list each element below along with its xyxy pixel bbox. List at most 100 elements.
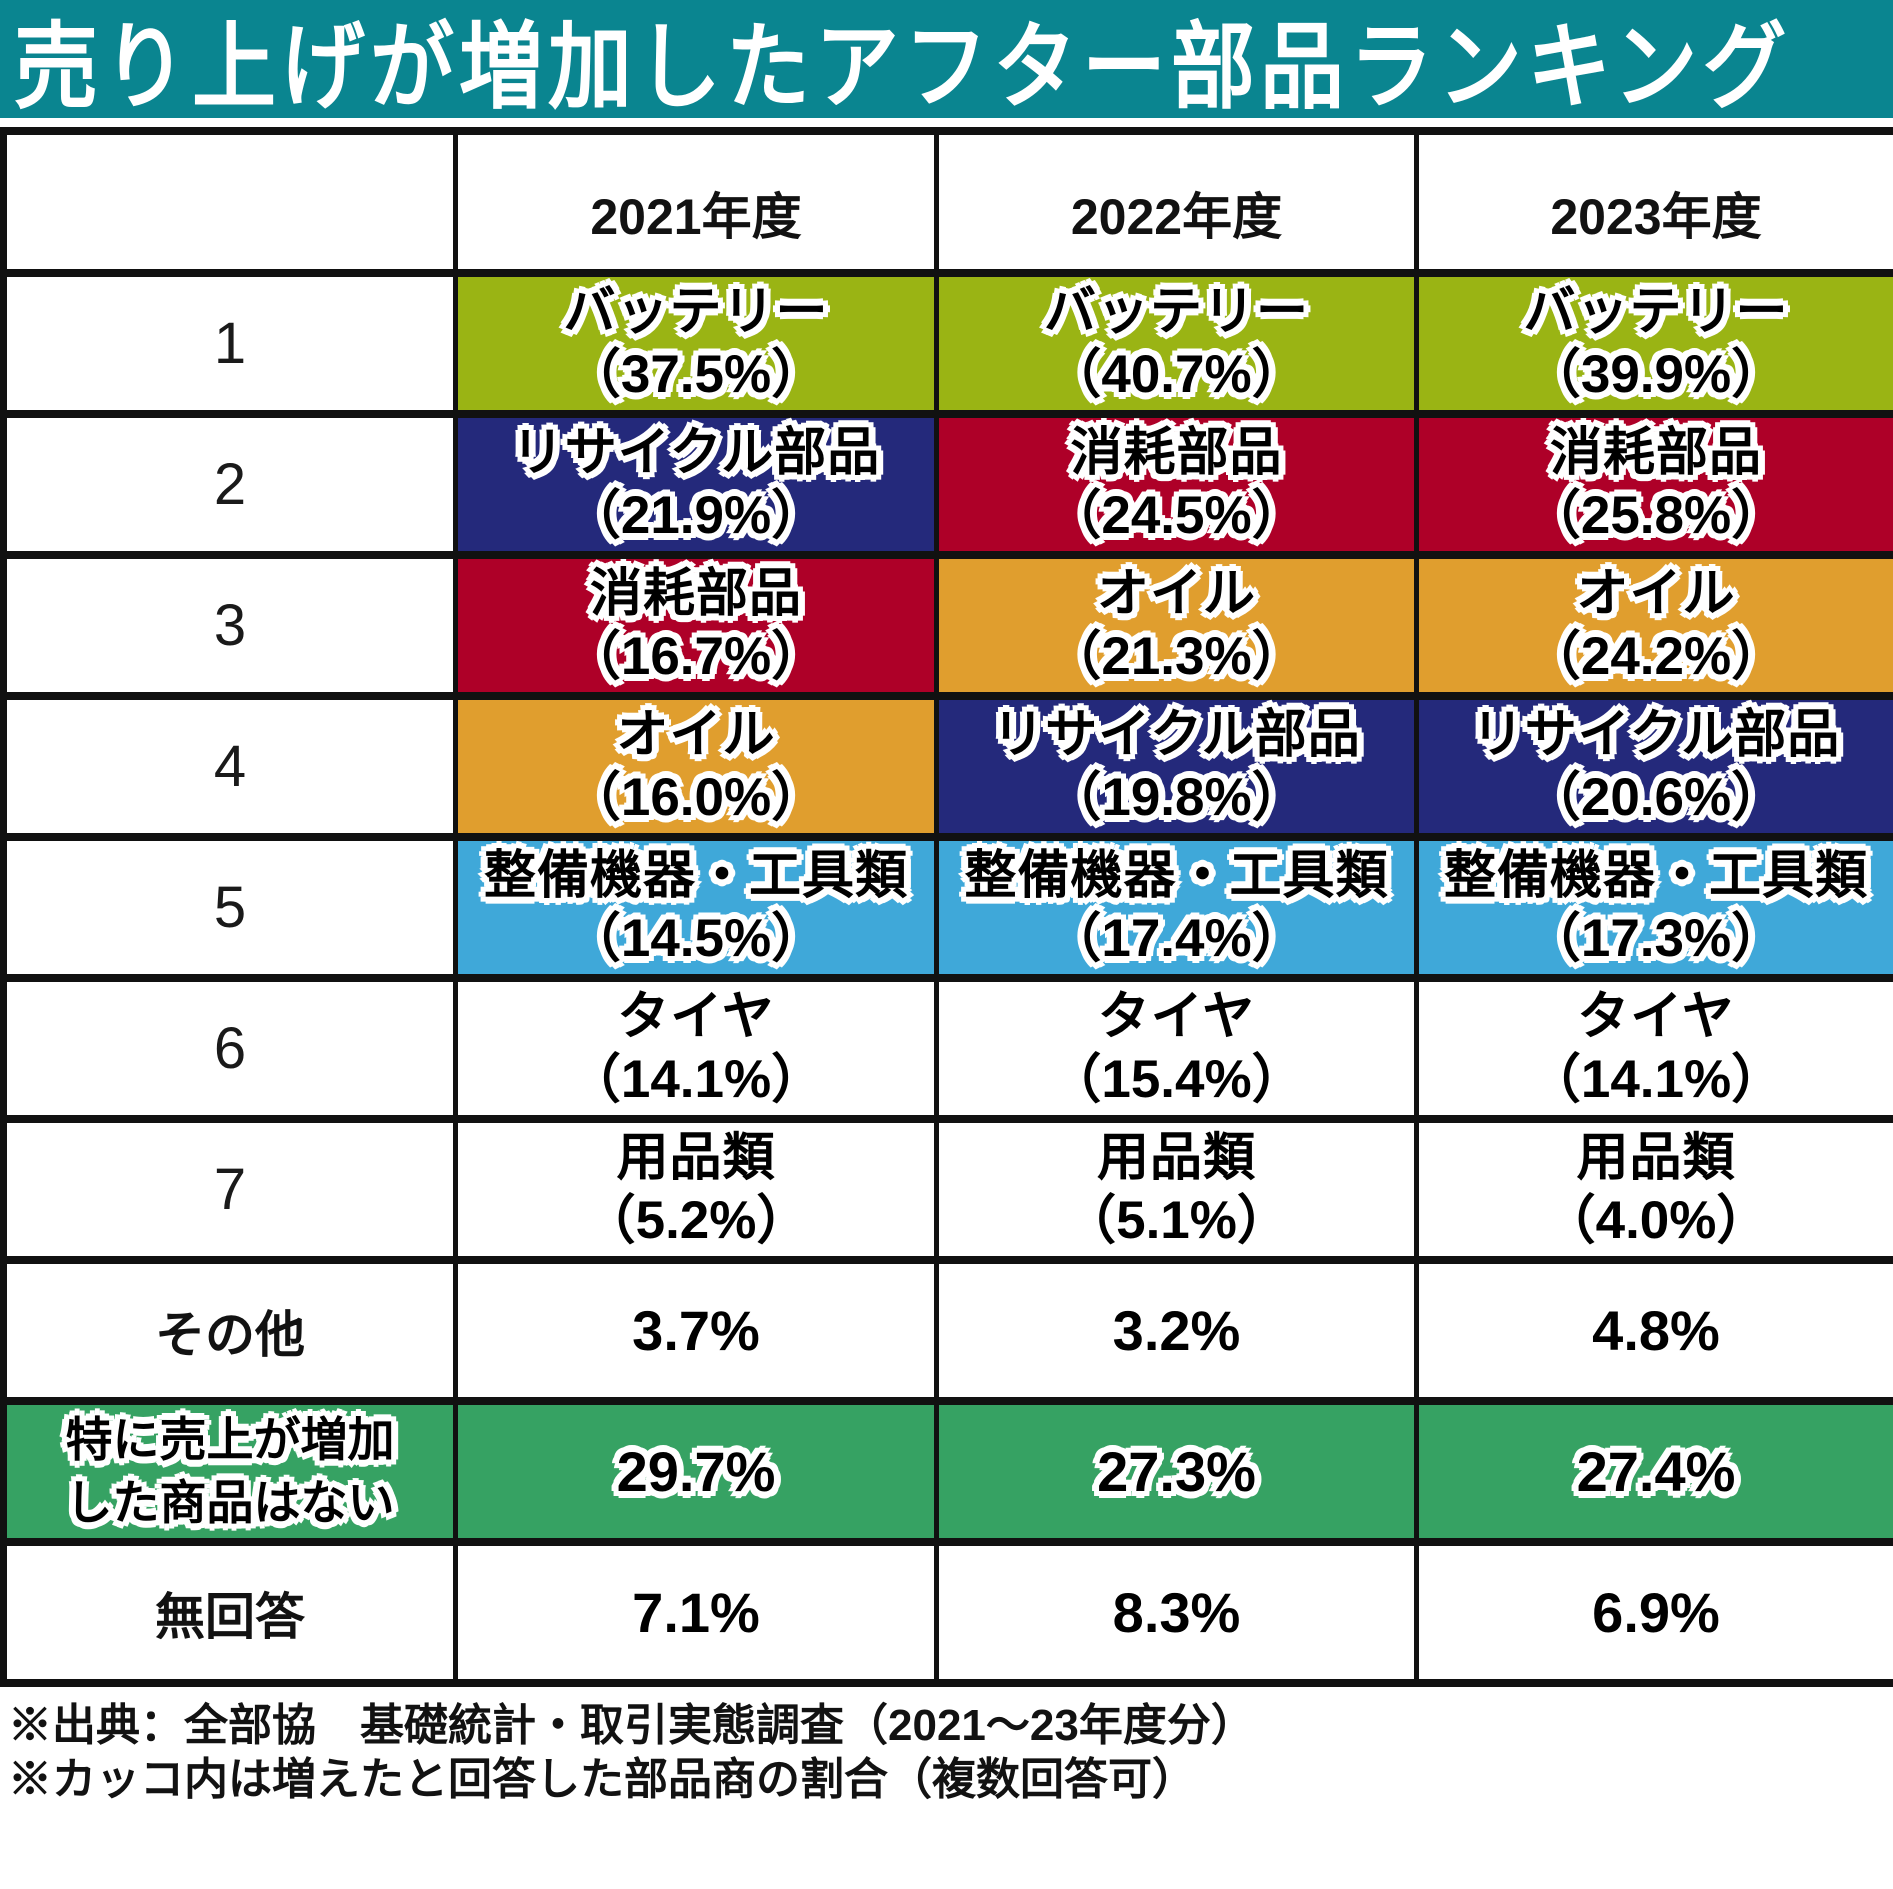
no-increase-row: 特に売上が増加 した商品はない 29.7% 27.3% 27.4% bbox=[1, 1397, 1893, 1546]
value-cell: 29.7% bbox=[453, 1397, 939, 1546]
rank-row-2: 2 リサイクル部品 （21.9%） 消耗部品 （24.5%） 消耗部品 （25.… bbox=[1, 410, 1893, 559]
rank-cell: 7 bbox=[1, 1115, 458, 1264]
item-cell: 消耗部品 （16.7%） bbox=[453, 551, 939, 700]
item-cell: 用品類 （5.1%） bbox=[934, 1115, 1419, 1264]
item-cell: リサイクル部品 （21.9%） bbox=[453, 410, 939, 559]
value-cell: 7.1% bbox=[453, 1538, 939, 1687]
item-percent: （37.5%） bbox=[567, 344, 825, 404]
item-percent: （16.7%） bbox=[567, 626, 825, 686]
value-cell: 27.3% bbox=[934, 1397, 1419, 1546]
item-cell: 整備機器・工具類 （17.4%） bbox=[934, 833, 1419, 982]
item-percent: （24.2%） bbox=[1527, 626, 1785, 686]
item-cell: バッテリー （37.5%） bbox=[453, 269, 939, 418]
column-header-2021: 2021年度 bbox=[453, 127, 939, 277]
item-percent: （4.0%） bbox=[1542, 1190, 1770, 1250]
item-percent: （21.9%） bbox=[567, 485, 825, 545]
item-name: 消耗部品 bbox=[1070, 423, 1283, 482]
chart-title-bar: 売り上げが増加したアフター部品ランキング bbox=[0, 0, 1893, 119]
item-percent: （19.8%） bbox=[1048, 767, 1305, 827]
rank-cell: 4 bbox=[1, 692, 458, 841]
rank-cell: 6 bbox=[1, 974, 458, 1123]
item-name: 整備機器・工具類 bbox=[1443, 846, 1868, 905]
rank-row-7: 7 用品類 （5.2%） 用品類 （5.1%） 用品類 （4.0%） bbox=[1, 1115, 1893, 1264]
item-name: バッテリー bbox=[1043, 282, 1309, 341]
item-percent: （14.1%） bbox=[1527, 1049, 1785, 1109]
item-name: リサイクル部品 bbox=[992, 705, 1361, 764]
row-label: 特に売上が増加 した商品はない bbox=[1, 1397, 458, 1546]
value-cell: 3.2% bbox=[934, 1256, 1419, 1405]
rank-row-4: 4 オイル （16.0%） リサイクル部品 （19.8%） リサイクル部品 （2… bbox=[1, 692, 1893, 841]
item-cell: タイヤ （15.4%） bbox=[934, 974, 1419, 1123]
item-cell: 消耗部品 （24.5%） bbox=[934, 410, 1419, 559]
column-header-2023: 2023年度 bbox=[1414, 127, 1893, 277]
rank-cell: 5 bbox=[1, 833, 458, 982]
item-cell: オイル （21.3%） bbox=[934, 551, 1419, 700]
ranking-table: 2021年度 2022年度 2023年度 1 バッテリー （37.5%） バッテ… bbox=[0, 127, 1893, 1687]
item-percent: （25.8%） bbox=[1527, 485, 1785, 545]
footnote-source: ※出典：全部協 基礎統計・取引実態調査（2021～23年度分） bbox=[8, 1701, 1255, 1750]
row-label: 無回答 bbox=[1, 1538, 458, 1687]
item-name: 消耗部品 bbox=[589, 564, 802, 623]
item-name: リサイクル部品 bbox=[511, 423, 881, 482]
item-name: 用品類 bbox=[616, 1128, 776, 1187]
rank-row-5: 5 整備機器・工具類 （14.5%） 整備機器・工具類 （17.4%） 整備機器… bbox=[1, 833, 1893, 982]
item-cell: 整備機器・工具類 （14.5%） bbox=[453, 833, 939, 982]
item-cell: 用品類 （4.0%） bbox=[1414, 1115, 1893, 1264]
item-name: タイヤ bbox=[1097, 987, 1256, 1046]
item-name: 消耗部品 bbox=[1549, 423, 1762, 482]
item-cell: タイヤ （14.1%） bbox=[1414, 974, 1893, 1123]
item-cell: 整備機器・工具類 （17.3%） bbox=[1414, 833, 1893, 982]
item-percent: （5.1%） bbox=[1063, 1190, 1290, 1250]
value-cell: 27.4% bbox=[1414, 1397, 1893, 1546]
item-percent: （17.3%） bbox=[1527, 908, 1785, 968]
row-label: その他 bbox=[1, 1256, 458, 1405]
rank-cell: 1 bbox=[1, 269, 458, 418]
row-label-line-2: した商品はない bbox=[65, 1475, 395, 1529]
item-name: タイヤ bbox=[1577, 987, 1735, 1046]
item-percent: （16.0%） bbox=[567, 767, 825, 827]
item-name: オイル bbox=[1576, 564, 1736, 623]
item-percent: （17.4%） bbox=[1048, 908, 1305, 968]
corner-cell bbox=[1, 127, 458, 277]
item-name: 用品類 bbox=[1576, 1128, 1736, 1187]
item-name: 用品類 bbox=[1096, 1128, 1256, 1187]
item-cell: タイヤ （14.1%） bbox=[453, 974, 939, 1123]
rank-cell: 2 bbox=[1, 410, 458, 559]
item-name: 整備機器・工具類 bbox=[964, 846, 1389, 905]
item-name: バッテリー bbox=[1523, 282, 1789, 341]
chart-title: 売り上げが増加したアフター部品ランキング bbox=[14, 13, 1792, 119]
item-name: 整備機器・工具類 bbox=[483, 846, 908, 905]
item-name: バッテリー bbox=[563, 282, 829, 341]
rank-row-1: 1 バッテリー （37.5%） バッテリー （40.7%） バッテリー （39.… bbox=[1, 269, 1893, 418]
item-percent: （40.7%） bbox=[1048, 344, 1305, 404]
item-percent: （5.2%） bbox=[582, 1190, 810, 1250]
value-cell: 3.7% bbox=[453, 1256, 939, 1405]
column-header-2022: 2022年度 bbox=[934, 127, 1419, 277]
item-cell: リサイクル部品 （20.6%） bbox=[1414, 692, 1893, 841]
item-name: オイル bbox=[1096, 564, 1256, 623]
item-percent: （14.1%） bbox=[567, 1049, 825, 1109]
item-percent: （39.9%） bbox=[1527, 344, 1785, 404]
item-name: タイヤ bbox=[617, 987, 775, 1046]
item-percent: （20.6%） bbox=[1527, 767, 1785, 827]
no-answer-row: 無回答 7.1% 8.3% 6.9% bbox=[1, 1538, 1893, 1687]
footnotes: ※出典：全部協 基礎統計・取引実態調査（2021～23年度分） ※カッコ内は増え… bbox=[0, 1687, 1893, 1806]
rank-row-6: 6 タイヤ （14.1%） タイヤ （15.4%） タイヤ （14.1%） bbox=[1, 974, 1893, 1123]
other-row: その他 3.7% 3.2% 4.8% bbox=[1, 1256, 1893, 1405]
item-cell: オイル （16.0%） bbox=[453, 692, 939, 841]
value-cell: 4.8% bbox=[1414, 1256, 1893, 1405]
item-percent: （15.4%） bbox=[1048, 1049, 1305, 1109]
item-cell: バッテリー （39.9%） bbox=[1414, 269, 1893, 418]
item-cell: 消耗部品 （25.8%） bbox=[1414, 410, 1893, 559]
item-percent: （21.3%） bbox=[1048, 626, 1305, 686]
item-cell: オイル （24.2%） bbox=[1414, 551, 1893, 700]
rank-cell: 3 bbox=[1, 551, 458, 700]
value-cell: 8.3% bbox=[934, 1538, 1419, 1687]
item-percent: （24.5%） bbox=[1048, 485, 1305, 545]
item-name: オイル bbox=[616, 705, 776, 764]
item-percent: （14.5%） bbox=[567, 908, 825, 968]
item-cell: 用品類 （5.2%） bbox=[453, 1115, 939, 1264]
header-row: 2021年度 2022年度 2023年度 bbox=[1, 127, 1893, 277]
value-cell: 6.9% bbox=[1414, 1538, 1893, 1687]
item-cell: バッテリー （40.7%） bbox=[934, 269, 1419, 418]
